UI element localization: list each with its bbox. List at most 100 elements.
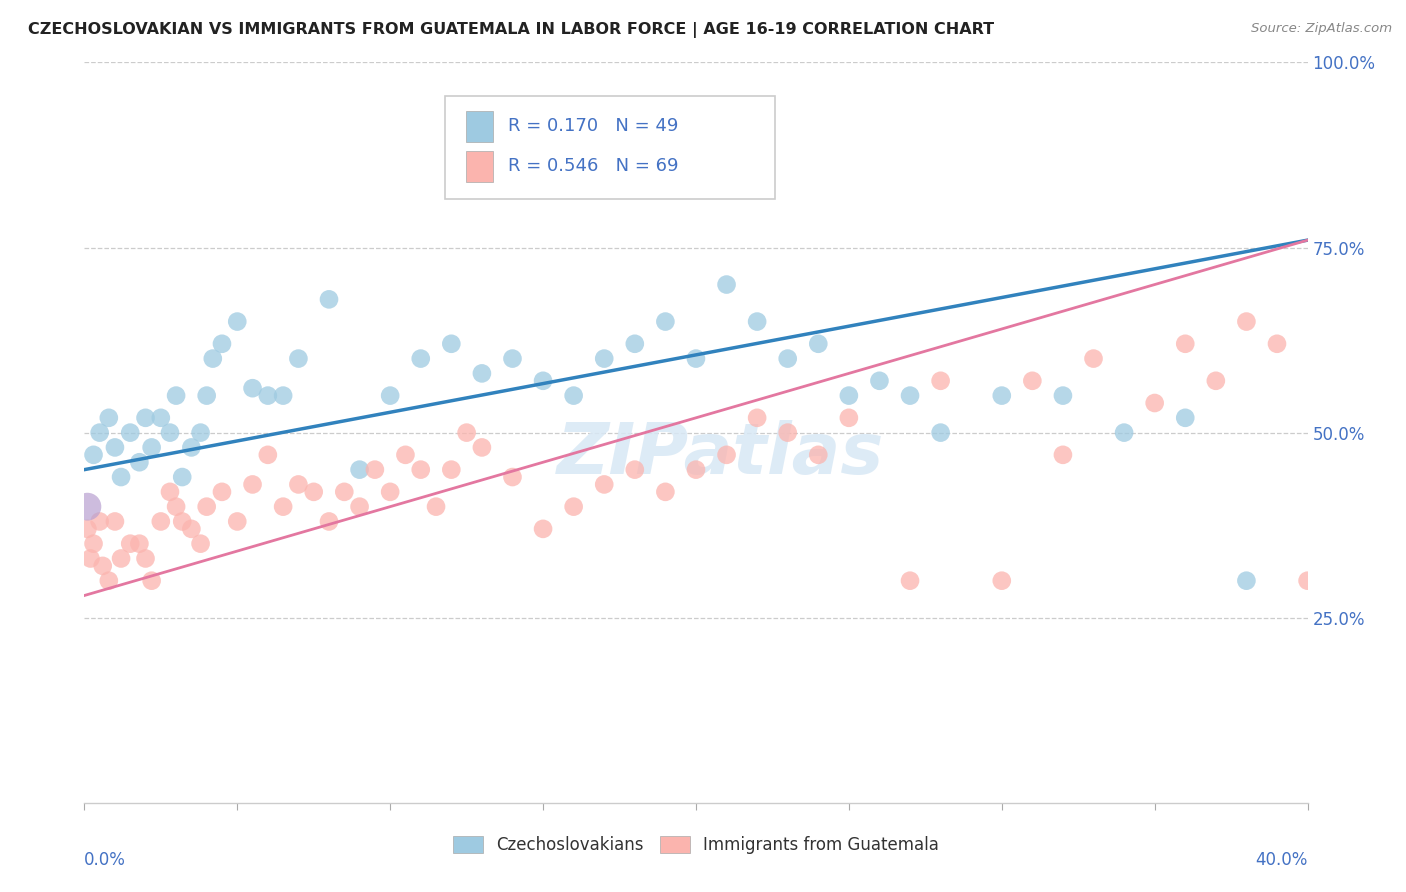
Point xyxy=(128,455,150,469)
Point xyxy=(120,425,142,440)
Point xyxy=(91,558,114,573)
Point xyxy=(190,425,212,440)
Point xyxy=(624,462,647,476)
Point xyxy=(226,515,249,529)
Point xyxy=(1052,388,1074,402)
Point xyxy=(1174,410,1197,425)
Point xyxy=(1358,277,1381,292)
Point xyxy=(271,388,294,402)
Point xyxy=(302,484,325,499)
FancyBboxPatch shape xyxy=(446,95,776,200)
Point xyxy=(97,410,120,425)
Point xyxy=(456,425,478,440)
Point xyxy=(776,425,799,440)
Point xyxy=(128,536,150,550)
Text: R = 0.170   N = 49: R = 0.170 N = 49 xyxy=(508,117,678,135)
Point xyxy=(394,448,416,462)
Point xyxy=(149,515,172,529)
Point xyxy=(531,374,554,388)
Point xyxy=(141,574,163,588)
Point xyxy=(624,336,647,351)
Point xyxy=(685,462,707,476)
Point xyxy=(271,500,294,514)
Point xyxy=(562,500,585,514)
Point xyxy=(76,522,98,536)
Point xyxy=(409,351,432,366)
Point xyxy=(807,448,830,462)
Point xyxy=(838,388,860,402)
Point xyxy=(83,448,105,462)
Point xyxy=(141,441,163,455)
Point xyxy=(1021,374,1043,388)
Point xyxy=(409,462,432,476)
Point xyxy=(380,484,402,499)
Point xyxy=(1388,293,1406,307)
FancyBboxPatch shape xyxy=(465,111,494,143)
Text: CZECHOSLOVAKIAN VS IMMIGRANTS FROM GUATEMALA IN LABOR FORCE | AGE 16-19 CORRELAT: CZECHOSLOVAKIAN VS IMMIGRANTS FROM GUATE… xyxy=(28,22,994,38)
Point xyxy=(180,441,202,455)
Point xyxy=(201,351,224,366)
Point xyxy=(135,551,157,566)
Point xyxy=(159,425,181,440)
Point xyxy=(1236,574,1258,588)
Point xyxy=(318,515,340,529)
Point xyxy=(1236,314,1258,328)
Point xyxy=(172,470,194,484)
Point xyxy=(211,336,233,351)
Point xyxy=(1083,351,1105,366)
Point xyxy=(287,351,309,366)
Point xyxy=(242,477,264,491)
Point xyxy=(97,574,120,588)
Point xyxy=(593,477,616,491)
Text: ZIPatlas: ZIPatlas xyxy=(557,420,884,490)
Point xyxy=(242,381,264,395)
Point xyxy=(898,574,921,588)
Point xyxy=(869,374,891,388)
Point xyxy=(1143,396,1166,410)
Point xyxy=(287,477,309,491)
Point xyxy=(440,462,463,476)
Point xyxy=(89,515,111,529)
Point xyxy=(190,536,212,550)
Point xyxy=(747,314,769,328)
Point xyxy=(1265,336,1288,351)
Point xyxy=(110,551,132,566)
Point xyxy=(79,551,101,566)
Point xyxy=(471,367,494,381)
Point xyxy=(502,351,524,366)
Text: R = 0.546   N = 69: R = 0.546 N = 69 xyxy=(508,157,678,175)
Point xyxy=(838,410,860,425)
Point xyxy=(531,522,554,536)
Point xyxy=(776,351,799,366)
Point xyxy=(562,388,585,402)
Point xyxy=(172,515,194,529)
Point xyxy=(195,388,218,402)
Point xyxy=(257,388,280,402)
Point xyxy=(120,536,142,550)
Point xyxy=(349,462,371,476)
Point xyxy=(654,484,676,499)
Point xyxy=(159,484,181,499)
Legend: Czechoslovakians, Immigrants from Guatemala: Czechoslovakians, Immigrants from Guatem… xyxy=(446,830,946,861)
Point xyxy=(716,448,738,462)
Point xyxy=(1174,336,1197,351)
FancyBboxPatch shape xyxy=(465,151,494,182)
Point xyxy=(165,500,187,514)
Point xyxy=(593,351,616,366)
Point xyxy=(654,314,676,328)
Point xyxy=(716,277,738,292)
Point xyxy=(364,462,387,476)
Point xyxy=(685,351,707,366)
Point xyxy=(747,410,769,425)
Point xyxy=(226,314,249,328)
Point xyxy=(991,574,1014,588)
Point xyxy=(1296,574,1319,588)
Point xyxy=(1205,374,1227,388)
Point xyxy=(929,374,952,388)
Point xyxy=(502,470,524,484)
Point xyxy=(89,425,111,440)
Point xyxy=(76,500,98,514)
Point xyxy=(1327,314,1350,328)
Point xyxy=(165,388,187,402)
Text: 40.0%: 40.0% xyxy=(1256,851,1308,869)
